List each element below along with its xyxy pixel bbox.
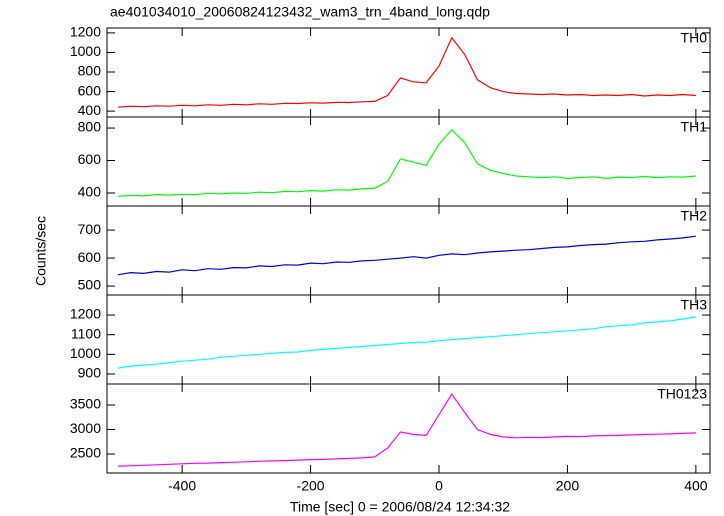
- y-tick-label: 1100: [71, 325, 101, 341]
- y-tick-label: 700: [78, 221, 102, 237]
- y-tick-label: 400: [78, 184, 102, 200]
- y-tick-label: 600: [78, 82, 102, 98]
- y-tick-label: 1000: [70, 43, 101, 59]
- y-tick-label: 800: [78, 119, 102, 135]
- y-tick-label: 2500: [70, 445, 101, 461]
- data-line: [117, 36, 696, 108]
- y-tick-label: 800: [78, 63, 102, 79]
- panel-label: TH0: [681, 30, 708, 46]
- x-tick-label: 400: [684, 478, 708, 494]
- data-line: [117, 316, 696, 369]
- y-tick-label: 600: [78, 151, 102, 167]
- x-tick-label: 0: [435, 478, 443, 494]
- panel-frame: [106, 205, 711, 296]
- panel-label: TH0123: [657, 386, 707, 402]
- y-tick-label: 400: [78, 102, 102, 118]
- y-tick-label: 900: [78, 365, 102, 381]
- y-tick-label: 1200: [70, 306, 101, 322]
- panel-frame: [106, 294, 711, 385]
- y-tick-label: 3500: [70, 396, 101, 412]
- panel-frame: [106, 27, 711, 118]
- y-tick-label: 600: [78, 249, 102, 265]
- chart-title: ae401034010_20060824123432_wam3_trn_4ban…: [110, 4, 490, 20]
- data-line: [117, 235, 696, 276]
- x-tick-label: -400: [168, 478, 196, 494]
- x-axis-label: Time [sec] 0 = 2006/08/24 12:34:32: [290, 499, 510, 515]
- panel-label: TH1: [681, 119, 708, 135]
- x-tick-label: -200: [297, 478, 325, 494]
- y-tick-label: 3000: [70, 420, 101, 436]
- panel-frame: [106, 383, 711, 474]
- y-tick-label: 1000: [70, 345, 101, 361]
- y-axis-label: Counts/sec: [33, 216, 49, 286]
- data-line: [117, 128, 696, 197]
- panel-label: TH3: [681, 297, 708, 313]
- panel-label: TH2: [681, 208, 708, 224]
- data-line: [117, 393, 696, 467]
- y-tick-label: 500: [78, 277, 102, 293]
- y-tick-label: 1200: [70, 24, 101, 40]
- x-tick-label: 200: [556, 478, 580, 494]
